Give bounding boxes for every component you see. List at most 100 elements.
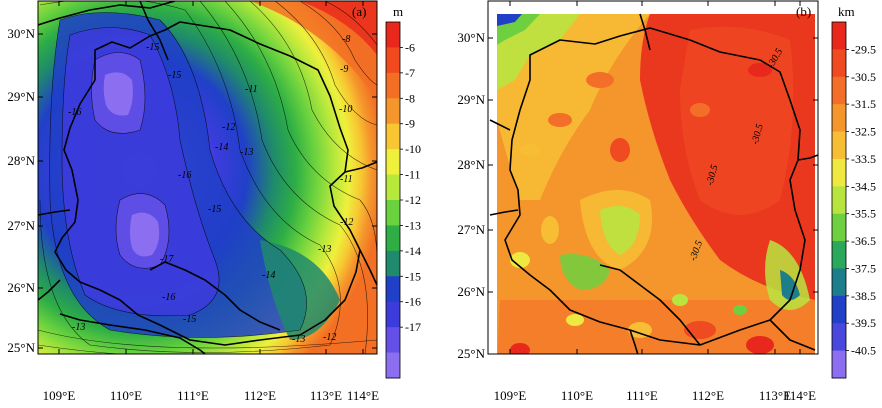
contour-label: -12 [340,217,353,228]
colorbar-swatch [832,158,846,187]
colorbar-label: -30.5 [851,70,876,84]
colorbar-label: -38.5 [851,289,876,303]
colorbar-label: -10 [405,142,421,156]
field-patch [746,336,774,354]
panel-a-teal-lobe [260,240,340,340]
colorbar-label: -9 [405,117,415,131]
lon-tick-label: 113°E [759,388,791,403]
colorbar-label: -17 [405,320,421,334]
panel-b-axes: 30°N 29°N 28°N 27°N 26°N 25°N 109°E 110°E 111°E 1… [457,1,818,403]
contour-label: -13 [292,334,305,345]
colorbar-label: -13 [405,218,421,232]
colorbar-swatch [386,98,400,125]
province-border [489,209,519,216]
field-patch [548,113,572,127]
field-patch [566,314,584,326]
panel-a-axes: 30°N 29°N 28°N 27°N 26°N 25°N 109°E 110°E 111°E 1… [7,1,379,403]
province-border [139,1,169,61]
contour-line [199,1,368,354]
lat-tick-label: 25°N [7,340,35,355]
contour-label: -30.5 [750,123,766,146]
colorbar-swatch [832,131,846,160]
contour-label: -17 [160,254,174,265]
colorbar-label: -33.5 [851,152,876,166]
contour-label: -16 [162,292,175,303]
contour-line [249,1,377,171]
lat-tick-label: 30°N [457,30,485,45]
field-patch [610,138,630,162]
panel-b-south-green [560,254,610,290]
lat-tick-label: 25°N [457,346,485,361]
panel-a-borders [38,1,377,354]
colorbar-label: -11 [405,168,421,182]
colorbar-swatch [832,241,846,269]
province-border [639,13,651,51]
lon-tick-label: 109°E [43,388,76,403]
contour-line [91,52,146,134]
field-patch [748,63,772,77]
lat-tick-label: 28°N [457,157,485,172]
panel-b-field: -30.5 -30.5 -30.5 -30.5 [488,1,818,354]
contour-line [39,1,341,353]
province-border [629,329,639,354]
lat-tick-label: 29°N [7,89,35,104]
colorbar-swatch [832,268,846,297]
lat-tick-label: 27°N [7,218,35,233]
lat-tick-label: 26°N [7,280,35,295]
colorbar-label: -40.5 [851,344,876,358]
province-border [489,119,511,131]
lat-tick-label: 28°N [7,153,35,168]
field-patch [586,72,614,88]
field-patch [690,103,710,117]
colorbar-swatch [386,250,400,277]
colorbar-swatch [386,72,400,99]
field-patch [520,144,540,156]
colorbar-label: -16 [405,295,421,309]
colorbar-swatch [386,47,400,74]
province-border [359,249,377,286]
contour-label: -15 [146,42,159,53]
panel-a-colorbar: m -6 -7 -8 -9 -10 -11 -12 -13 -14 -15 -16 -17 [385,4,421,379]
colorbar-swatch [386,149,400,176]
colorbar-label: -8 [405,91,415,105]
contour-line [61,27,220,317]
colorbar-label: -15 [405,269,421,283]
contour-label: -15 [168,70,181,81]
lat-tick-label: 30°N [7,26,35,41]
province-border [38,209,71,216]
colorbar-swatch [386,123,400,150]
colorbar-label: -7 [405,66,415,80]
lon-tick-label: 114°E [784,388,816,403]
field-patch [510,343,530,354]
contour-label: -10 [339,104,352,115]
lon-tick-label: 112°E [692,388,724,403]
contour-label: -14 [215,142,228,153]
colorbar-swatch [832,295,846,324]
panel-b-label: (b) [796,4,811,19]
lat-tick-label: 29°N [457,92,485,107]
panel-b-speckles [510,63,774,354]
contour-line [38,344,260,354]
panel-b-northwest-blue [497,14,522,26]
colorbar-label: -37.5 [851,261,876,275]
contour-label: -30.5 [705,164,721,187]
panel-b-central-green [600,206,640,255]
colorbar-swatch [386,352,400,379]
colorbar-swatch [832,323,846,352]
contour-label: -14 [262,270,275,281]
colorbar-label: -39.5 [851,316,876,330]
colorbar-frame [831,21,847,379]
colorbar-swatch [386,327,400,354]
contour-label: -11 [245,84,258,95]
contour-label: -15 [208,204,221,215]
province-border [59,313,206,354]
contour-label: -13 [72,322,85,333]
lon-tick-label: 110°E [110,388,142,403]
field-patch [510,252,530,268]
panel-a-label: (a) [352,4,366,19]
panel-a-frame [37,0,378,355]
province-border [344,161,377,173]
panel-a-north-minimum-core [103,72,133,116]
colorbar-label: -36.5 [851,234,876,248]
